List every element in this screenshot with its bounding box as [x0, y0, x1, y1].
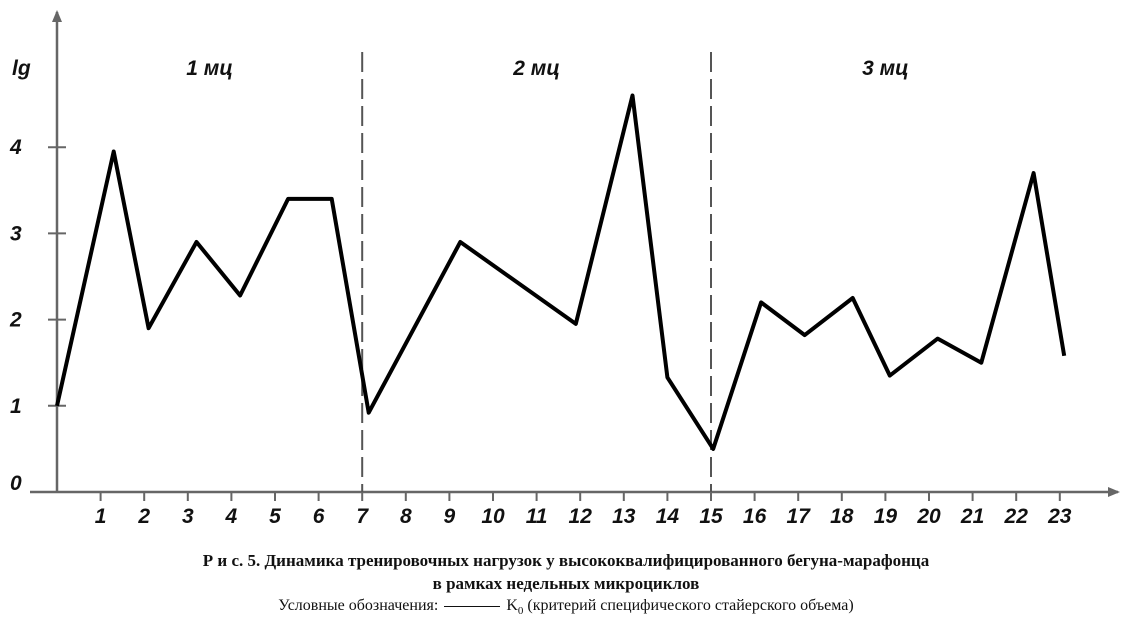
microcycle-boundaries	[361, 52, 712, 492]
x-tick-label: 14	[656, 505, 680, 528]
figure-caption-line1: Р и с. 5. Динамика тренировочных нагрузо…	[202, 551, 930, 570]
x-tick-label: 1	[95, 505, 107, 528]
legend-prefix: Условные обозначения:	[278, 597, 439, 614]
x-tick-label: 6	[313, 505, 325, 528]
y-tick-label: 4	[9, 136, 22, 159]
y-ticks: 0 1 2 3 4	[9, 136, 66, 495]
x-tick-label: 21	[960, 505, 984, 528]
x-tick-label: 23	[1047, 505, 1072, 528]
x-tick-label: 18	[830, 505, 854, 528]
legend-subscript: 0	[517, 605, 524, 618]
x-tick-label: 16	[743, 505, 767, 528]
legend: Условные обозначения: K0 (критерий специф…	[0, 597, 1132, 617]
microcycle-labels: 1 мц 2 мц 3 мц	[186, 57, 908, 80]
legend-symbol: K	[506, 597, 518, 614]
y-tick-label: 1	[10, 395, 22, 418]
series-group	[55, 93, 1067, 451]
y-axis-title: lg	[12, 57, 31, 80]
y-tick-label: 0	[10, 472, 22, 495]
x-tick-label: 7	[356, 505, 369, 528]
x-tick-label: 10	[481, 505, 505, 528]
y-tick-label: 2	[9, 309, 22, 332]
legend-line-swatch	[444, 605, 501, 607]
x-tick-label: 15	[699, 505, 723, 528]
x-tick-label: 22	[1004, 505, 1029, 528]
x-tick-label: 20	[916, 505, 941, 528]
x-tick-label: 17	[787, 505, 812, 528]
series-line	[55, 93, 1067, 451]
x-tick-label: 9	[444, 505, 456, 528]
x-tick-label: 11	[526, 505, 548, 528]
x-ticks: 1 2 3 4 5 6 7 8 9 10 11 12 13 14 15 16 17 18 19 20 21 22 23	[95, 492, 1072, 528]
x-tick-label: 4	[225, 505, 238, 528]
microcycle-label: 2 мц	[512, 57, 560, 80]
legend-description: (критерий специфического стайерского объ…	[523, 597, 854, 614]
x-tick-label: 12	[569, 505, 593, 528]
x-tick-label: 5	[269, 505, 281, 528]
microcycle-label: 1 мц	[186, 57, 233, 80]
y-tick-label: 3	[10, 222, 22, 245]
microcycle-label: 3 мц	[862, 57, 909, 80]
figure-caption-line2: в рамках недельных микроциклов	[432, 574, 700, 593]
x-tick-label: 2	[137, 505, 150, 528]
x-tick-label: 19	[874, 505, 898, 528]
x-tick-label: 3	[182, 505, 194, 528]
x-tick-label: 8	[400, 505, 412, 528]
x-tick-label: 13	[612, 505, 636, 528]
